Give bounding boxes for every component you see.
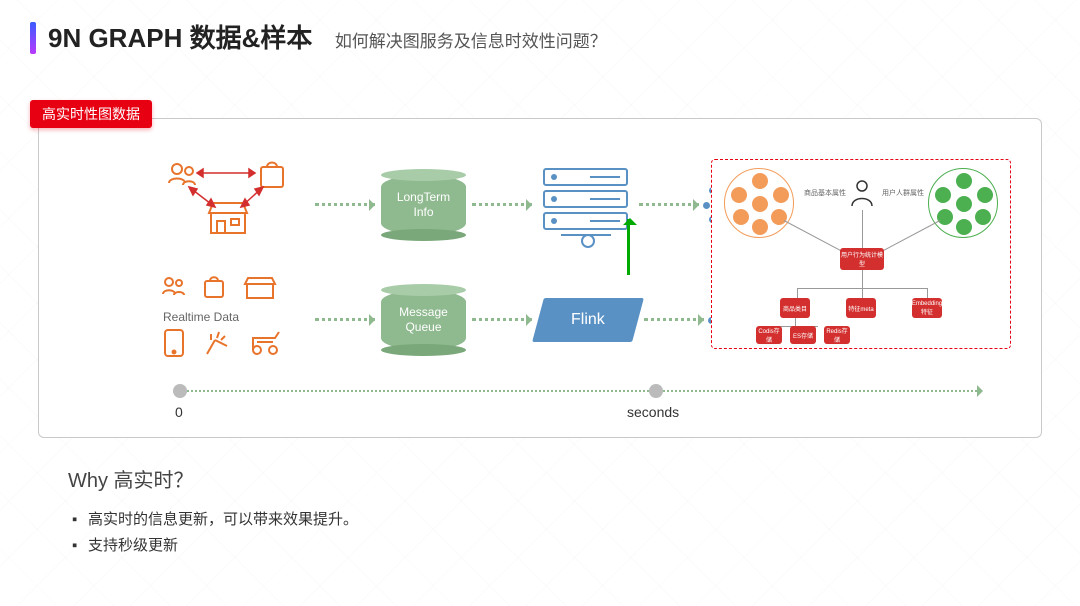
source-icons-group xyxy=(159,157,309,252)
section-badge: 高实时性图数据 xyxy=(30,100,152,128)
why-bullet: 支持秒级更新 xyxy=(88,533,358,559)
longterm-db-label: LongTerm Info xyxy=(397,190,450,219)
person-icon xyxy=(846,178,878,210)
why-title: Why 高实时？ xyxy=(68,464,358,493)
timeline-axis: 0 seconds xyxy=(179,390,981,392)
why-bullet: 高实时的信息更新，可以带来效果提升。 xyxy=(88,507,358,533)
timeline-end-knob xyxy=(649,384,663,398)
msgqueue-db-node: Message Queue xyxy=(381,290,466,350)
center-red-node: 用户行为统计模型 xyxy=(840,248,884,270)
timeline-start-label: 0 xyxy=(175,404,183,420)
flink-node: Flink xyxy=(532,298,644,342)
tier2-node-2: Embedding特征 xyxy=(912,298,942,318)
arrow-icon xyxy=(315,203,375,206)
page-subtitle: 如何解决图服务及信息时效性问题？ xyxy=(335,32,607,51)
pipeline-row-longterm: LongTerm Info xyxy=(159,157,749,252)
diagram-panel: LongTerm Info xyxy=(38,118,1042,438)
person-right-label: 用户人群属性 xyxy=(882,188,924,198)
arrow-icon xyxy=(644,318,704,321)
timeline-start-knob xyxy=(173,384,187,398)
arrow-icon xyxy=(472,203,532,206)
server-stack-icon xyxy=(538,168,633,242)
up-arrow-icon xyxy=(627,219,630,275)
realtime-top-icons xyxy=(159,274,309,304)
page-header: 9N GRAPH 数据&样本 如何解决图服务及信息时效性问题？ xyxy=(30,18,607,55)
realtime-bottom-icons xyxy=(159,326,309,360)
flink-label: Flink xyxy=(571,311,605,329)
why-section: Why 高实时？ 高实时的信息更新，可以带来效果提升。 支持秒级更新 xyxy=(68,464,358,558)
brand-accent-bar xyxy=(30,22,36,54)
tier2-node-0: 商品类目 xyxy=(780,298,810,318)
tier3-node-0: Codis存储 xyxy=(756,326,782,344)
tier3-node-2: Redis存储 xyxy=(824,326,850,344)
realtime-label: Realtime Data xyxy=(163,310,309,324)
pipeline-row-realtime: Realtime Data Message Queue Flink xyxy=(159,274,754,365)
result-graph-box: 商品基本属性 用户人群属性 用户行为统计模型 商品类目 特征meta Embed… xyxy=(711,159,1011,349)
arrow-icon xyxy=(315,318,375,321)
green-cluster xyxy=(928,168,998,238)
users-shop-bag-icons xyxy=(159,157,309,247)
arrow-icon xyxy=(639,203,699,206)
longterm-db-node: LongTerm Info xyxy=(381,175,466,235)
timeline-end-label: seconds xyxy=(627,404,679,420)
why-bullet-list: 高实时的信息更新，可以带来效果提升。 支持秒级更新 xyxy=(68,507,358,558)
arrow-icon xyxy=(472,318,532,321)
tier3-node-1: ES存储 xyxy=(790,326,816,344)
page-title: 9N GRAPH 数据&样本 xyxy=(48,23,312,53)
orange-cluster xyxy=(724,168,794,238)
realtime-icons-group: Realtime Data xyxy=(159,274,309,365)
tier2-node-1: 特征meta xyxy=(846,298,876,318)
person-left-label: 商品基本属性 xyxy=(804,188,846,198)
msgqueue-db-label: Message Queue xyxy=(399,305,448,334)
